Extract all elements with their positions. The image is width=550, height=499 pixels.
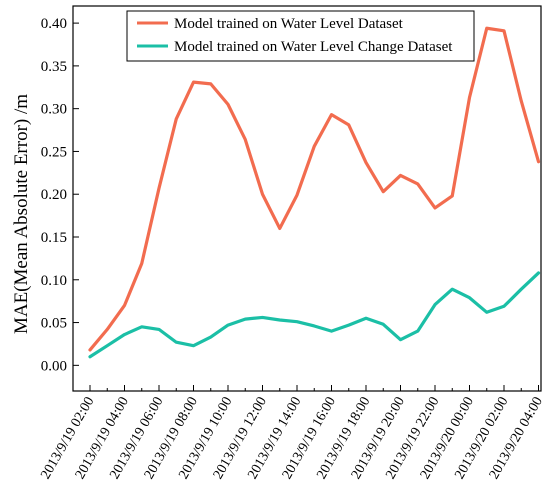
y-axis-title: MAE(Mean Absolute Error) /m bbox=[11, 94, 32, 334]
chart-series bbox=[88, 26, 541, 359]
y-tick-label: 0.25 bbox=[41, 144, 67, 160]
legend-label-water-level-change: Model trained on Water Level Change Data… bbox=[174, 39, 453, 55]
chart-legend: Model trained on Water Level Dataset Mod… bbox=[126, 10, 475, 62]
plot-frame bbox=[72, 5, 542, 392]
y-tick-label: 0.20 bbox=[41, 187, 67, 203]
series-line-0 bbox=[88, 26, 541, 352]
series-line-1 bbox=[88, 271, 541, 359]
y-tick-label: 0.10 bbox=[41, 273, 67, 289]
y-tick-label: 0.05 bbox=[41, 316, 67, 332]
y-tick-label: 0.15 bbox=[41, 230, 67, 246]
y-tick-label: 0.00 bbox=[41, 358, 67, 374]
legend-box bbox=[126, 10, 475, 62]
y-tick-label: 0.40 bbox=[41, 16, 67, 32]
y-tick-label: 0.35 bbox=[41, 59, 67, 75]
legend-label-water-level: Model trained on Water Level Dataset bbox=[174, 16, 404, 32]
y-tick-label: 0.30 bbox=[41, 102, 67, 118]
